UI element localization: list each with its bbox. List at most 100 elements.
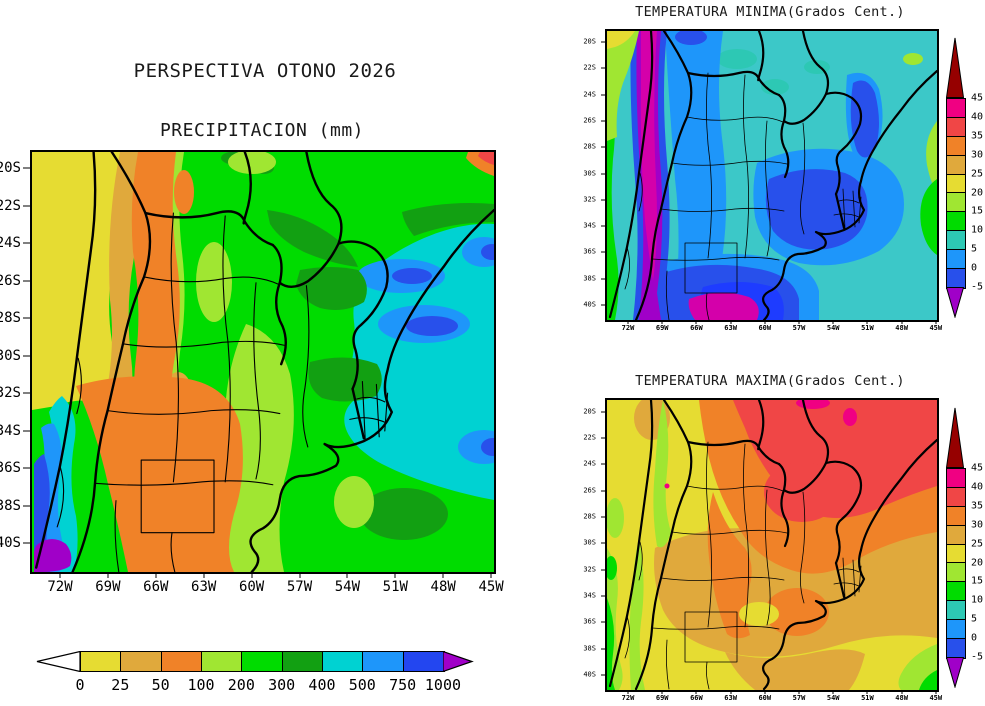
colorbar-value-label: 10: [971, 594, 984, 606]
colorbar-value-label: 0: [75, 676, 85, 694]
lat-tick-label: 24S: [583, 459, 596, 468]
axis-tick: [601, 304, 605, 306]
lon-tick-label: 66W: [143, 579, 169, 595]
axis-tick: [59, 572, 61, 578]
colorbar-cell: [947, 544, 965, 564]
colorbar-value-label: 20: [971, 187, 984, 198]
lat-tick-label: 32S: [583, 195, 596, 204]
axis-tick: [764, 320, 766, 324]
region-teal: [761, 79, 789, 95]
axis-tick: [901, 690, 903, 694]
lat-tick-label: 40S: [583, 300, 596, 309]
colorbar-cell: [242, 652, 283, 671]
lat-tick-label: 32S: [583, 565, 596, 574]
region-magenta-andes: [640, 31, 657, 281]
region-yellow-west: [32, 152, 125, 410]
region-tan: [104, 152, 141, 414]
axis-tick: [764, 690, 766, 694]
region-lightgreen: [334, 476, 374, 528]
axis-tick: [23, 205, 30, 206]
colorbar-value-label: 30: [971, 149, 984, 161]
region-teal: [804, 60, 830, 74]
precip-fill-regions: [32, 152, 494, 572]
lon-tick-label: 69W: [95, 579, 121, 595]
region-blue-uruguay: [765, 169, 868, 250]
lon-tick-label: 66W: [690, 324, 703, 332]
axis-tick: [203, 572, 205, 578]
region-blue-core: [481, 438, 494, 456]
colorbar-value-label: 50: [151, 676, 170, 694]
min-lon-axis: 72W 69W 66W 63W 60W 57W 54W 51W 48W 45W: [607, 320, 942, 332]
colorbar-cells: [946, 468, 966, 659]
axis-tick: [601, 648, 605, 650]
axis-tick: [601, 621, 605, 623]
axis-tick: [730, 320, 732, 324]
region-azure-blob: [462, 237, 494, 267]
lon-tick-label: 48W: [895, 324, 908, 332]
colorbar-value-label: 25: [971, 168, 984, 180]
lon-tick-label: 72W: [47, 579, 73, 595]
axis-tick: [23, 467, 30, 469]
axis-tick: [730, 690, 732, 694]
axis-tick: [695, 690, 697, 694]
axis-tick: [23, 167, 30, 169]
axis-tick: [346, 572, 348, 578]
colorbar-value-label: 40: [971, 111, 984, 123]
colorbar-value-label: 0: [971, 632, 978, 644]
colorbar-cell: [947, 212, 965, 232]
region-green-west: [607, 598, 615, 690]
lon-tick-label: 60W: [238, 579, 265, 595]
lon-tick-label: 57W: [286, 579, 313, 595]
region-blue-ne: [850, 80, 879, 158]
lon-tick-label: 57W: [792, 694, 806, 702]
colorbar-cell: [947, 469, 965, 488]
lon-tick-label: 51W: [861, 324, 874, 332]
region-azure-blob: [458, 430, 494, 464]
axis-tick: [695, 320, 697, 324]
axis-tick: [601, 278, 605, 280]
region-darkgreen: [267, 210, 358, 267]
axis-tick: [798, 320, 800, 324]
colorbar-value-label: 10: [971, 224, 984, 236]
region-blue-core: [481, 244, 494, 260]
colorbar-value-label: 20: [971, 557, 984, 568]
axis-tick: [601, 490, 605, 492]
lon-tick-label: 57W: [792, 324, 806, 332]
lon-tick-label: 63W: [191, 579, 217, 595]
axis-tick: [251, 572, 253, 578]
colorbar-value-label: 5: [971, 243, 978, 255]
axis-tick: [601, 463, 605, 465]
lon-tick-label: 72W: [621, 324, 635, 332]
axis-tick: [23, 430, 30, 431]
lat-tick-label: 38S: [583, 644, 596, 653]
colorbar-top-arrow: [946, 407, 964, 468]
lon-tick-label: 45W: [478, 579, 504, 595]
lon-tick-label: 60W: [758, 324, 772, 332]
axis-tick: [601, 411, 605, 412]
colorbar-cell: [947, 601, 965, 621]
colorbar-bottom-arrow: [946, 657, 964, 688]
axis-tick: [299, 572, 300, 578]
region-lightgreen-east: [926, 121, 937, 191]
region-orange-mass: [76, 376, 243, 572]
lat-tick-label: 32S: [0, 385, 21, 401]
colorbar-value-label: -5: [971, 281, 984, 293]
colorbar-value-label: 30: [971, 519, 984, 531]
colorbar-cells: [80, 651, 445, 672]
axis-tick: [601, 199, 605, 201]
min-colorbar: 45 40 35 30 25 20 15 10 5 0 -5: [945, 37, 985, 322]
axis-tick: [23, 355, 30, 356]
colorbar-cell: [947, 269, 965, 288]
lat-tick-label: 34S: [0, 422, 21, 439]
lat-tick-label: 24S: [583, 90, 596, 99]
colorbar-value-label: 45: [971, 462, 984, 474]
colorbar-cell: [363, 652, 404, 671]
lat-tick-label: 30S: [583, 538, 596, 547]
axis-tick: [23, 317, 30, 319]
colorbar-cell: [947, 620, 965, 640]
region-green: [607, 556, 617, 580]
lat-tick-label: 36S: [0, 460, 21, 476]
axis-tick: [832, 690, 834, 694]
precip-map-title: PRECIPITACION (mm): [159, 120, 365, 141]
axis-tick: [601, 251, 605, 253]
